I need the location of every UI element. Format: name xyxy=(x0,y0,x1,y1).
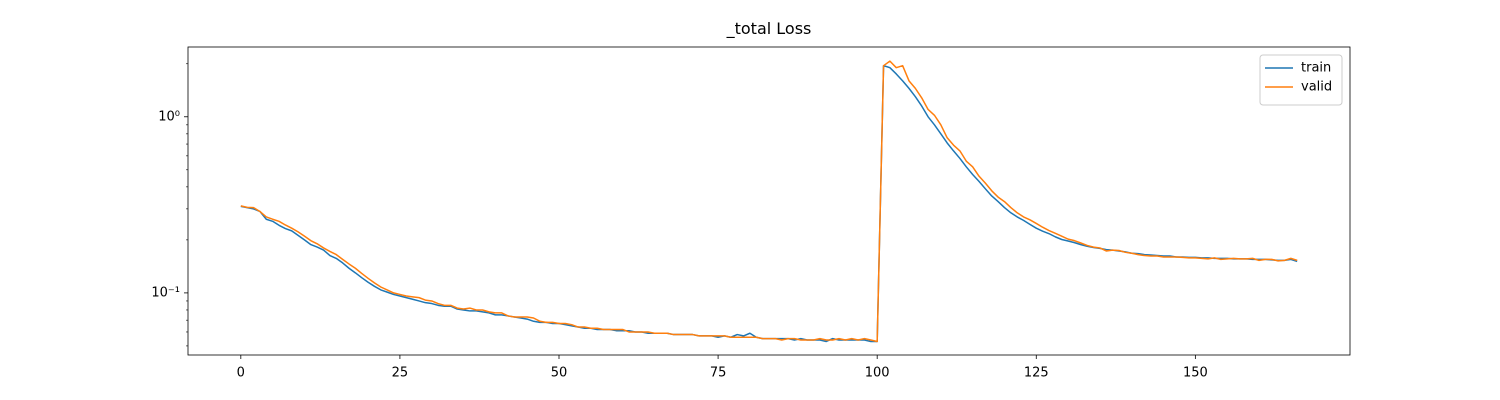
x-tick-label: 125 xyxy=(1024,366,1049,381)
y-tick-label: 10⁻¹ xyxy=(151,285,180,300)
x-tick-label: 100 xyxy=(865,366,890,381)
y-tick-label: 10⁰ xyxy=(158,109,180,124)
x-tick-label: 50 xyxy=(551,366,568,381)
x-tick-label: 25 xyxy=(392,366,409,381)
x-tick-label: 75 xyxy=(710,366,727,381)
x-tick-label: 150 xyxy=(1183,366,1208,381)
plot-frame xyxy=(187,46,1351,356)
legend-label: train xyxy=(1301,61,1331,76)
legend-label: valid xyxy=(1301,80,1332,95)
chart-title: _total Loss xyxy=(726,19,812,39)
line-series xyxy=(240,60,1298,343)
x-tick-label: 0 xyxy=(237,366,245,381)
